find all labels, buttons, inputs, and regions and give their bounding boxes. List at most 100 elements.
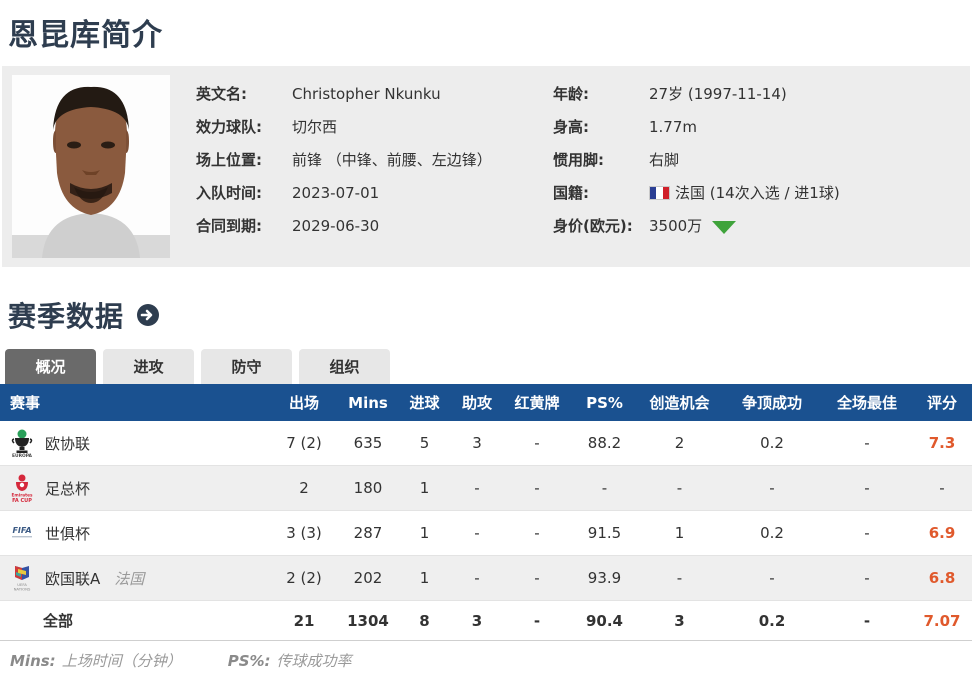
field-label: 合同到期: — [196, 217, 262, 235]
season-data-header: 赛季数据 — [0, 267, 972, 349]
svg-text:Emirates: Emirates — [11, 493, 32, 498]
circle-arrow-right-icon[interactable] — [136, 303, 160, 327]
table-legend: Mins: 上场时间（分钟） PS%: 传球成功率 — [0, 641, 972, 680]
competition-name: 世俱杯 — [45, 524, 91, 543]
stat-cell: - — [822, 555, 912, 601]
table-row-conference-league[interactable]: EUROPA 欧协联 7 (2) 635 5 3 - 88.2 2 0.2 - … — [0, 421, 972, 466]
stat-cell: - — [452, 465, 502, 511]
stat-cell: 0.2 — [722, 510, 822, 556]
field-label: 年龄: — [553, 85, 589, 103]
svg-text:NATIONS: NATIONS — [13, 587, 30, 592]
field-club: 效力球队: 切尔西 — [196, 116, 525, 138]
table-row-fa-cup[interactable]: Emirates FA CUP 足总杯 2 180 1 - - - - - - … — [0, 465, 972, 511]
stat-cell: 1 — [397, 555, 452, 601]
fifa-club-world-cup-icon: FIFA — [8, 518, 35, 548]
stat-cell: - — [822, 465, 912, 511]
nations-league-icon: UEFA NATIONS — [8, 563, 35, 593]
col-competition: 赛事 — [0, 384, 269, 421]
field-contract-expiry: 合同到期: 2029-06-30 — [196, 215, 525, 237]
stat-cell: 2 — [637, 421, 722, 466]
col-goals: 进球 — [397, 384, 452, 421]
field-value: 1.77m — [649, 118, 698, 136]
field-value: 27岁 (1997-11-14) — [649, 85, 787, 103]
stat-cell: - — [572, 465, 637, 511]
col-appearances: 出场 — [269, 384, 339, 421]
stat-cell: - — [452, 555, 502, 601]
stat-cell: 180 — [339, 465, 397, 511]
tab-attack[interactable]: 进攻 — [103, 349, 194, 384]
table-row-club-world-cup[interactable]: FIFA 世俱杯 3 (3) 287 1 - - 91.5 1 0.2 - 6.… — [0, 510, 972, 556]
stat-cell: - — [502, 510, 572, 556]
svg-text:FIFA: FIFA — [12, 526, 31, 535]
player-info-right-column: 年龄: 27岁 (1997-11-14) 身高: 1.77m 惯用脚: 右脚 国… — [525, 83, 960, 258]
stat-cell: - — [722, 465, 822, 511]
stat-cell: 1 — [637, 510, 722, 556]
field-label: 身价(欧元): — [553, 217, 633, 235]
competition-name: 欧国联A — [45, 569, 101, 588]
stat-cell: 91.5 — [572, 510, 637, 556]
player-photo — [12, 75, 170, 258]
competition-name: 欧协联 — [45, 434, 91, 453]
stat-cell: 88.2 — [572, 421, 637, 466]
col-cards: 红黄牌 — [502, 384, 572, 421]
season-stats-table: 赛事 出场 Mins 进球 助攻 红黄牌 PS% 创造机会 争顶成功 全场最佳 … — [0, 384, 972, 641]
player-profile-panel: 英文名: Christopher Nkunku 效力球队: 切尔西 场上位置: … — [2, 66, 970, 267]
stat-cell: - — [502, 421, 572, 466]
competition-name: 足总杯 — [45, 479, 91, 498]
field-height: 身高: 1.77m — [553, 116, 960, 138]
col-motm: 全场最佳 — [822, 384, 912, 421]
value-trend-down-icon — [712, 221, 737, 234]
stat-cell: 1304 — [339, 600, 397, 641]
field-label: 英文名: — [196, 85, 247, 103]
season-data-title: 赛季数据 — [8, 300, 125, 333]
field-nationality: 国籍: 法国 (14次入选 / 进1球) — [553, 182, 960, 204]
field-preferred-foot: 惯用脚: 右脚 — [553, 149, 960, 171]
stat-cell: 2 — [269, 465, 339, 511]
col-assists: 助攻 — [452, 384, 502, 421]
field-label: 效力球队: — [196, 118, 262, 136]
field-value: 前锋 （中锋、前腰、左边锋） — [292, 151, 492, 169]
stat-cell: 1 — [397, 510, 452, 556]
stats-tabs: 概况 进攻 防守 组织 — [5, 349, 972, 384]
field-value: 右脚 — [649, 151, 680, 169]
tab-overview[interactable]: 概况 — [5, 349, 96, 384]
col-rating: 评分 — [912, 384, 972, 421]
rating-cell: 6.8 — [912, 555, 972, 601]
field-label: 惯用脚: — [553, 151, 604, 169]
field-english-name: 英文名: Christopher Nkunku — [196, 83, 525, 105]
table-total-row: 全部 21 1304 8 3 - 90.4 3 0.2 - 7.07 — [0, 600, 972, 641]
legend-ps: PS%: 传球成功率 — [227, 652, 352, 670]
stat-cell: 21 — [269, 600, 339, 641]
field-value: 2029-06-30 — [292, 217, 380, 235]
stat-cell: - — [502, 465, 572, 511]
field-join-date: 入队时间: 2023-07-01 — [196, 182, 525, 204]
stat-cell: - — [637, 555, 722, 601]
field-value: 切尔西 — [292, 118, 338, 136]
stat-cell: 3 — [637, 600, 722, 641]
stat-cell: 8 — [397, 600, 452, 641]
field-value: 3500万 — [649, 215, 737, 237]
stat-cell: - — [452, 510, 502, 556]
stat-cell: - — [822, 510, 912, 556]
col-aerials-won: 争顶成功 — [722, 384, 822, 421]
rating-cell: 7.07 — [912, 600, 972, 641]
field-value: 法国 (14次入选 / 进1球) — [649, 182, 840, 204]
stat-cell: 1 — [397, 465, 452, 511]
stat-cell: 7 (2) — [269, 421, 339, 466]
col-mins: Mins — [339, 384, 397, 421]
field-value: 2023-07-01 — [292, 184, 380, 202]
tab-organization[interactable]: 组织 — [299, 349, 390, 384]
rating-cell: 6.9 — [912, 510, 972, 556]
stat-cell: 0.2 — [722, 421, 822, 466]
table-row-nations-league[interactable]: UEFA NATIONS 欧国联A 法国 2 (2) 202 1 - - 93.… — [0, 555, 972, 601]
field-label: 国籍: — [553, 184, 589, 202]
stat-cell: - — [637, 465, 722, 511]
fa-cup-icon: Emirates FA CUP — [8, 473, 35, 503]
tab-defense[interactable]: 防守 — [201, 349, 292, 384]
col-chances-created: 创造机会 — [637, 384, 722, 421]
stat-cell: 3 (3) — [269, 510, 339, 556]
stat-cell: 93.9 — [572, 555, 637, 601]
stat-cell: - — [502, 555, 572, 601]
stat-cell: - — [722, 555, 822, 601]
stat-cell: 3 — [452, 421, 502, 466]
